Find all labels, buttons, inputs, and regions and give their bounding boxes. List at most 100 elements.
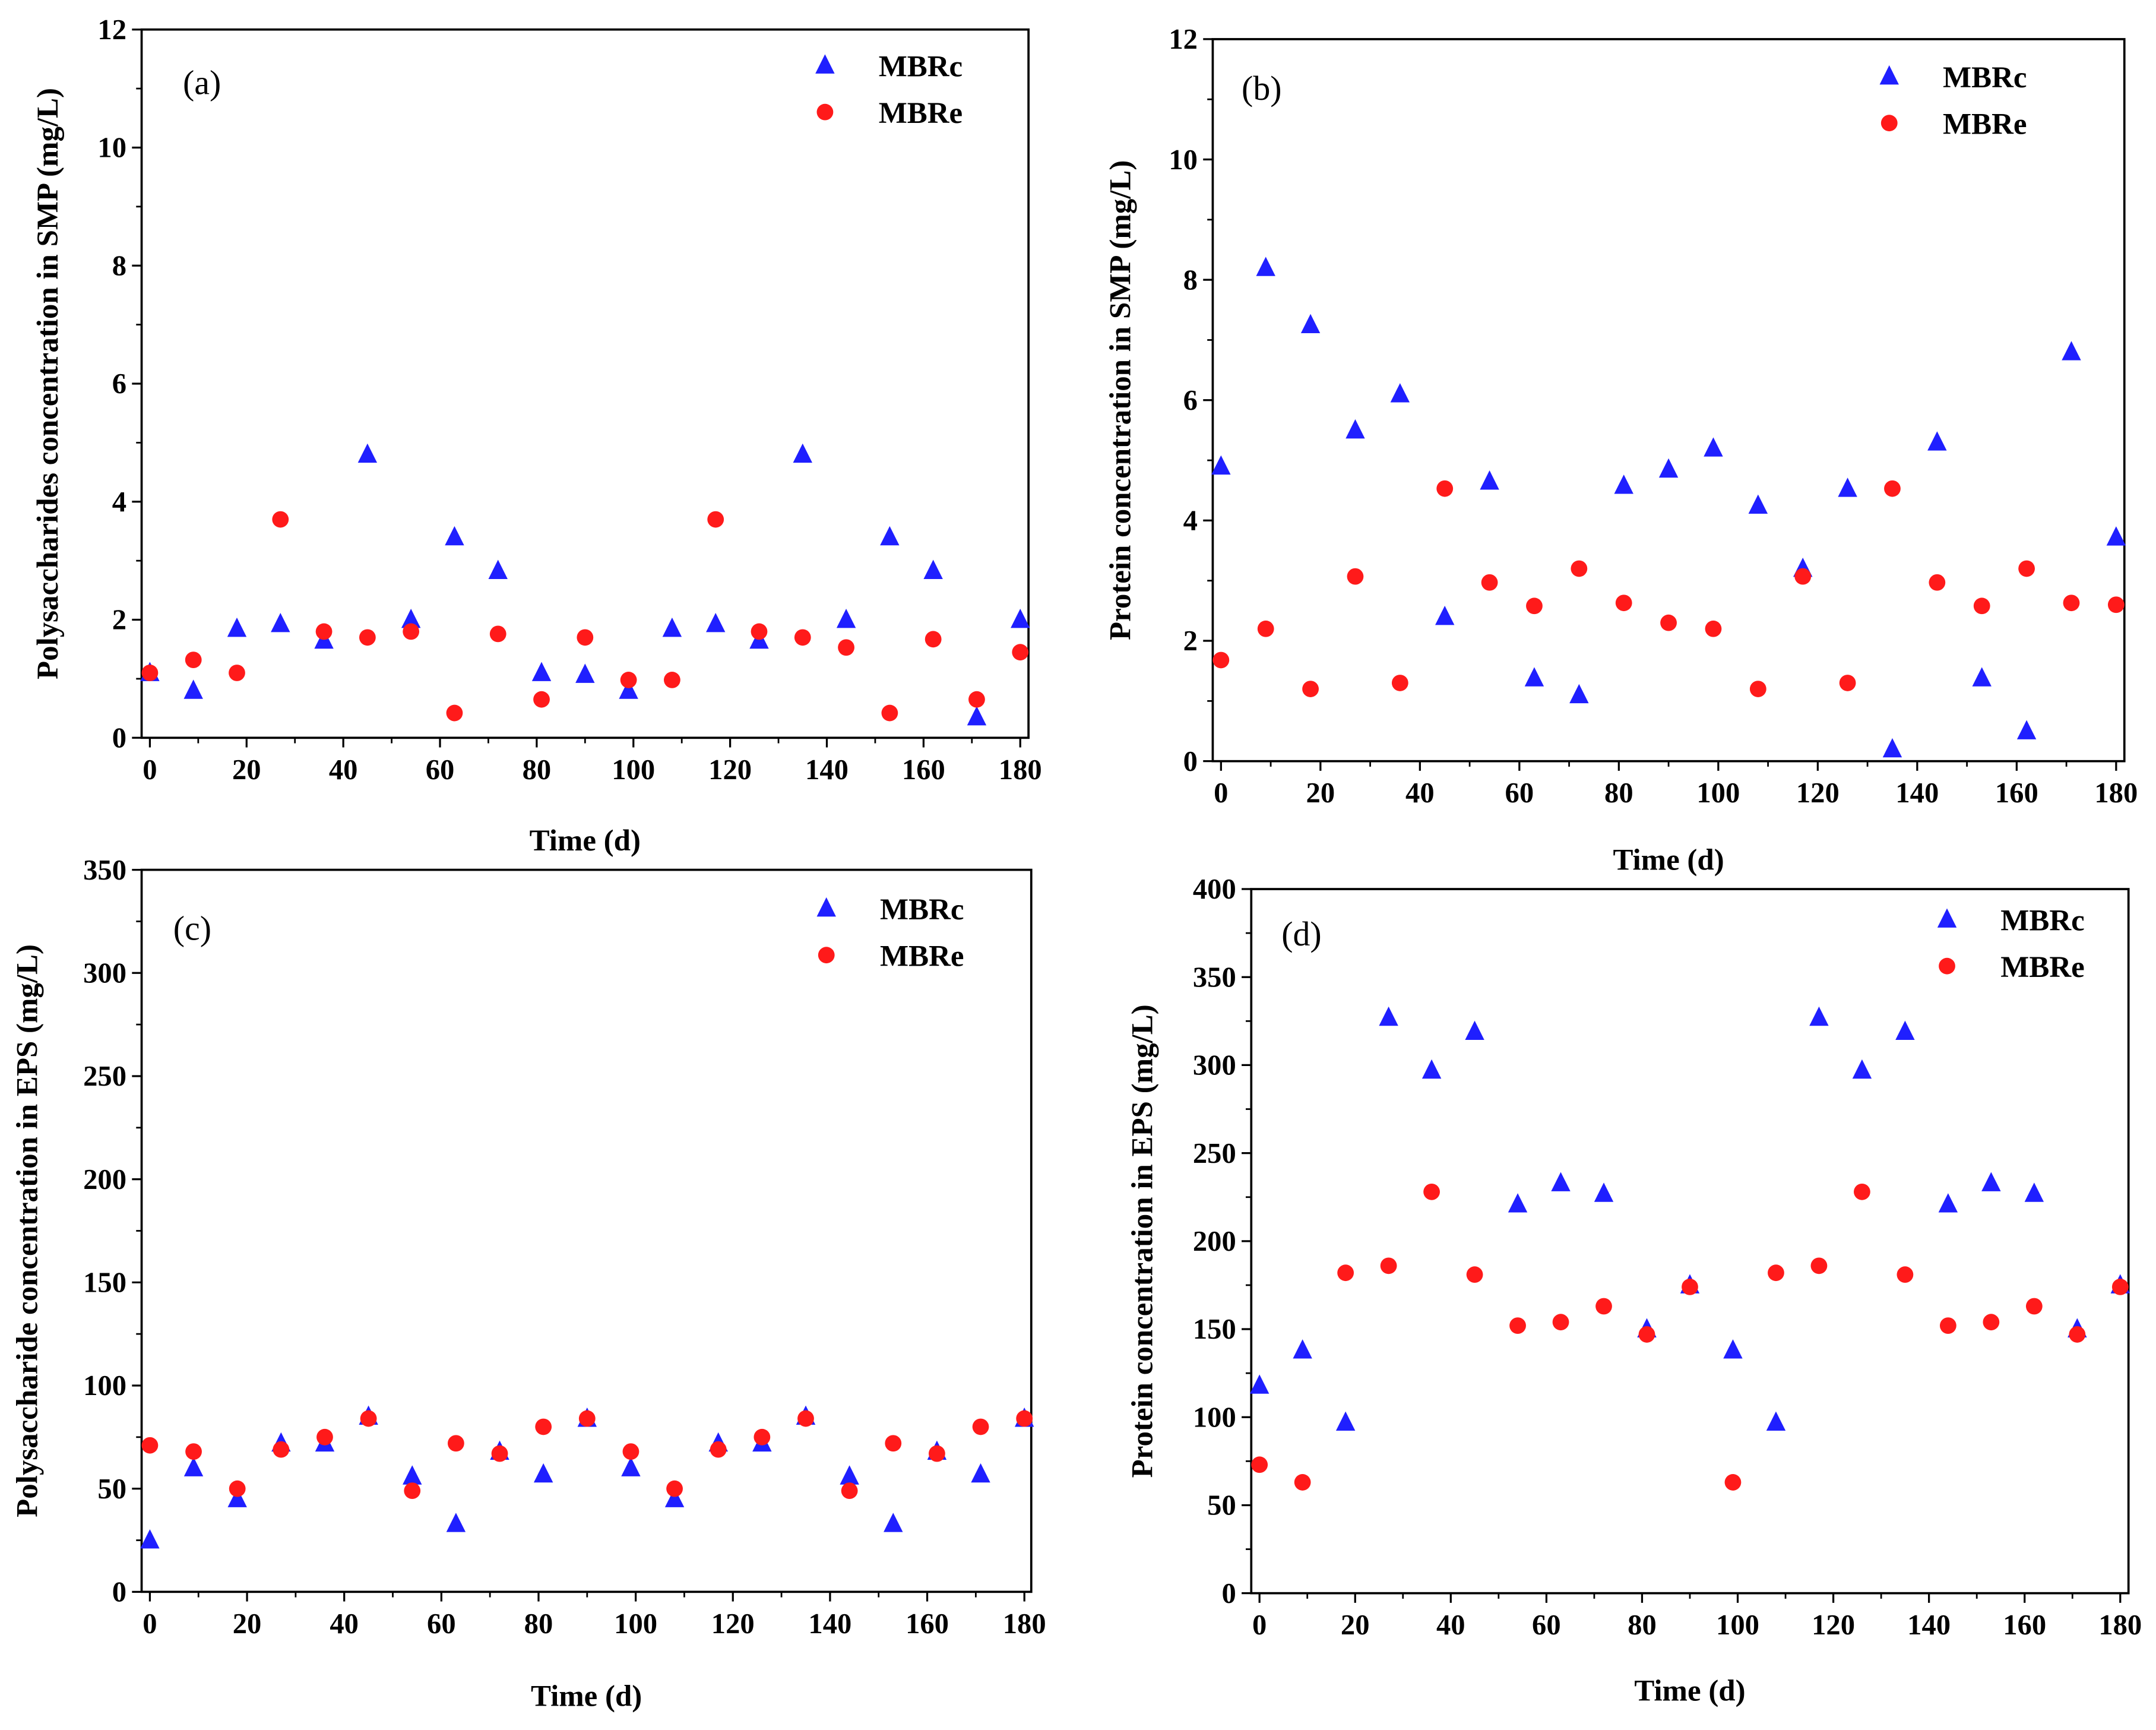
data-point bbox=[1748, 494, 1768, 514]
panel-label: (a) bbox=[183, 64, 221, 102]
x-axis-title: Time (d) bbox=[1613, 844, 1724, 877]
data-point bbox=[1660, 614, 1677, 631]
data-point bbox=[797, 1410, 814, 1427]
data-point bbox=[1704, 437, 1723, 457]
data-point bbox=[1466, 1266, 1483, 1283]
data-point bbox=[1658, 458, 1679, 478]
data-point bbox=[183, 1457, 204, 1476]
y-tick-label: 0 bbox=[1183, 745, 1198, 777]
data-point bbox=[272, 511, 289, 528]
data-point bbox=[2016, 720, 2037, 739]
data-point bbox=[754, 1428, 771, 1446]
data-point bbox=[491, 1445, 508, 1462]
y-tick-label: 2 bbox=[112, 604, 126, 636]
x-tick-label: 100 bbox=[612, 754, 655, 786]
x-tick-label: 100 bbox=[1716, 1609, 1759, 1641]
data-point bbox=[923, 559, 943, 579]
data-point bbox=[1838, 477, 1857, 497]
y-tick-label: 100 bbox=[1193, 1401, 1236, 1433]
x-tick-label: 20 bbox=[232, 754, 261, 786]
data-point bbox=[836, 609, 856, 628]
data-point bbox=[1723, 1339, 1743, 1359]
y-axis-title: Protein concentration in EPS (mg/L) bbox=[1126, 1004, 1160, 1478]
data-point bbox=[1436, 480, 1454, 497]
x-tick-label: 80 bbox=[1604, 777, 1633, 809]
data-point bbox=[884, 1513, 903, 1532]
data-point bbox=[575, 663, 595, 683]
legend-marker bbox=[818, 947, 835, 964]
series-MBRe bbox=[1212, 480, 2125, 697]
x-tick-label: 180 bbox=[2094, 777, 2138, 809]
data-point bbox=[1682, 1279, 1698, 1295]
y-tick-label: 250 bbox=[83, 1060, 126, 1092]
y-tick-label: 0 bbox=[112, 1576, 126, 1608]
plot-frame bbox=[140, 868, 1033, 1593]
data-point bbox=[794, 629, 811, 646]
data-point bbox=[1526, 597, 1543, 615]
data-point bbox=[1552, 1314, 1569, 1331]
x-axis-title: Time (d) bbox=[1634, 1674, 1745, 1707]
legend-label: MBRe bbox=[880, 940, 964, 973]
data-point bbox=[229, 1480, 246, 1497]
data-point bbox=[1335, 1411, 1356, 1431]
data-point bbox=[2069, 1326, 2086, 1343]
data-point bbox=[488, 559, 508, 579]
data-point bbox=[1895, 1020, 1915, 1040]
y-tick-label: 4 bbox=[1183, 505, 1198, 537]
panel-label: (c) bbox=[173, 909, 211, 948]
data-point bbox=[705, 612, 726, 632]
data-point bbox=[972, 1418, 989, 1435]
panel-d: 0 20 40 60 80 100 120 140 160 180 0 50 100 150 200 250 3… bbox=[1126, 873, 2142, 1707]
data-point bbox=[885, 1435, 902, 1452]
x-tick-label: 40 bbox=[1436, 1609, 1465, 1641]
series-MBRe bbox=[1251, 1183, 2129, 1491]
panel-a: 0 20 40 60 80 100 120 140 160 180 0 2 4 6 8 10 12 Time (d… bbox=[31, 14, 1041, 858]
data-point bbox=[707, 511, 724, 528]
legend-label: MBRe bbox=[1943, 108, 2027, 141]
data-point bbox=[1508, 1193, 1528, 1213]
data-point bbox=[185, 651, 202, 669]
data-point bbox=[360, 1410, 377, 1427]
data-point bbox=[140, 1529, 160, 1549]
data-point bbox=[621, 1457, 641, 1476]
data-point bbox=[1509, 1317, 1526, 1334]
data-point bbox=[227, 1488, 247, 1507]
data-point bbox=[1211, 455, 1231, 475]
legend-marker bbox=[1937, 908, 1957, 928]
y-tick-label: 12 bbox=[1169, 23, 1198, 55]
data-point bbox=[1929, 574, 1946, 591]
data-point bbox=[2063, 594, 2080, 612]
data-point bbox=[1251, 1456, 1268, 1473]
data-point bbox=[1615, 594, 1632, 612]
x-tick-label: 40 bbox=[1405, 777, 1435, 809]
y-tick-label: 100 bbox=[83, 1370, 126, 1402]
data-point bbox=[968, 691, 985, 708]
x-tick-label: 0 bbox=[143, 754, 157, 786]
x-tick-label: 60 bbox=[426, 754, 455, 786]
series-MBRc bbox=[1211, 257, 2126, 758]
data-point bbox=[316, 1428, 333, 1446]
data-point bbox=[1705, 620, 1722, 637]
legend-label: MBRc bbox=[879, 50, 963, 83]
data-point bbox=[1614, 475, 1633, 494]
y-tick-label: 350 bbox=[1193, 961, 1236, 993]
data-point bbox=[1749, 681, 1766, 697]
x-tick-label: 80 bbox=[523, 754, 552, 786]
data-point bbox=[1972, 667, 1992, 687]
x-tick-label: 160 bbox=[2003, 1609, 2046, 1641]
legend-label: MBRc bbox=[880, 893, 964, 926]
data-point bbox=[1347, 568, 1364, 585]
data-point bbox=[619, 679, 638, 699]
series-MBRe bbox=[141, 511, 1029, 722]
y-tick-label: 8 bbox=[112, 249, 126, 282]
data-point bbox=[1882, 738, 1902, 758]
data-point bbox=[1852, 1059, 1872, 1079]
plot-frame bbox=[1211, 38, 2126, 763]
data-point bbox=[578, 1410, 596, 1427]
data-point bbox=[404, 1482, 421, 1500]
data-point bbox=[445, 526, 464, 546]
data-point bbox=[1927, 431, 1947, 451]
data-point bbox=[357, 443, 378, 463]
data-point bbox=[2107, 596, 2125, 613]
data-point bbox=[880, 526, 900, 546]
